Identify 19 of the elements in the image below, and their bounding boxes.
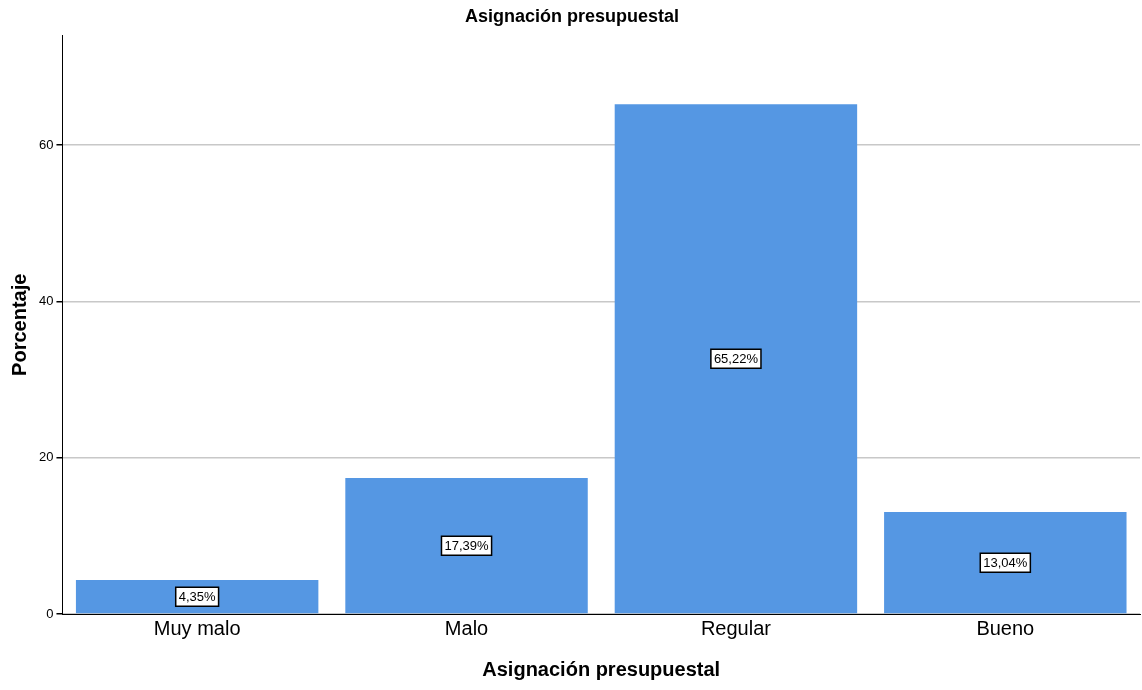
chart-title: Asignación presupuestal [464, 5, 680, 26]
bar [884, 512, 1127, 614]
y-tick-label: 0 [46, 605, 54, 621]
x-tick-label: Regular [700, 616, 772, 639]
data-label: 17,39% [444, 538, 490, 554]
x-tick-label: Muy malo [153, 616, 241, 639]
x-axis-title: Asignación presupuestal [482, 657, 721, 680]
y-tick-label: 20 [38, 449, 54, 465]
y-axis-title: Porcentaje [7, 273, 30, 376]
x-tick-label: Malo [444, 616, 489, 639]
data-label: 4,35% [178, 589, 217, 605]
data-label: 65,22% [713, 351, 759, 367]
y-tick-label: 40 [38, 292, 54, 308]
y-tick-label: 60 [38, 136, 54, 152]
data-label: 13,04% [983, 555, 1028, 571]
bar [614, 104, 858, 614]
bar [75, 580, 319, 614]
bar [345, 478, 588, 614]
x-tick-label: Bueno [976, 616, 1035, 639]
